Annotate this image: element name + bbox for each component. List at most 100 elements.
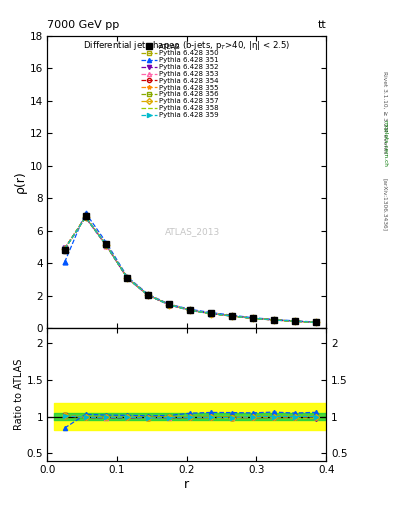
- Pythia 6.428 355: [188, 307, 193, 313]
- Text: tt: tt: [318, 20, 326, 30]
- Pythia 6.428 359: [104, 242, 109, 248]
- Pythia 6.428 351: [292, 318, 297, 324]
- Pythia 6.428 357: [251, 315, 255, 322]
- Pythia 6.428 353: [251, 315, 255, 322]
- Pythia 6.428 354: [209, 310, 213, 316]
- Pythia 6.428 355: [104, 242, 109, 248]
- Pythia 6.428 355: [272, 317, 276, 323]
- Pythia 6.428 353: [104, 243, 109, 249]
- Pythia 6.428 357: [104, 242, 109, 248]
- Pythia 6.428 356: [272, 317, 276, 323]
- Pythia 6.428 351: [62, 259, 67, 265]
- Pythia 6.428 351: [125, 274, 130, 280]
- Pythia 6.428 350: [167, 302, 172, 308]
- Pythia 6.428 359: [167, 302, 172, 308]
- Pythia 6.428 357: [230, 313, 234, 319]
- Pythia 6.428 353: [272, 317, 276, 323]
- Pythia 6.428 351: [188, 306, 193, 312]
- Line: Pythia 6.428 351: Pythia 6.428 351: [62, 210, 318, 325]
- Pythia 6.428 354: [313, 319, 318, 326]
- Pythia 6.428 352: [125, 275, 130, 282]
- Pythia 6.428 354: [167, 302, 172, 308]
- Text: [arXiv:1306.3436]: [arXiv:1306.3436]: [382, 178, 387, 231]
- Pythia 6.428 350: [292, 318, 297, 324]
- Pythia 6.428 358: [313, 319, 318, 326]
- Pythia 6.428 356: [83, 214, 88, 220]
- Pythia 6.428 357: [167, 302, 172, 308]
- Pythia 6.428 354: [272, 317, 276, 323]
- Line: Pythia 6.428 356: Pythia 6.428 356: [62, 215, 318, 325]
- Pythia 6.428 352: [83, 215, 88, 221]
- Pythia 6.428 354: [83, 214, 88, 220]
- Pythia 6.428 352: [251, 315, 255, 322]
- Pythia 6.428 356: [230, 313, 234, 319]
- Pythia 6.428 358: [188, 307, 193, 313]
- Pythia 6.428 359: [62, 246, 67, 252]
- Pythia 6.428 351: [313, 319, 318, 325]
- Pythia 6.428 352: [230, 313, 234, 319]
- Pythia 6.428 359: [83, 214, 88, 220]
- Pythia 6.428 356: [188, 307, 193, 313]
- Pythia 6.428 357: [313, 319, 318, 326]
- Pythia 6.428 354: [230, 313, 234, 319]
- X-axis label: r: r: [184, 478, 189, 490]
- Text: ATLAS_2013: ATLAS_2013: [165, 227, 220, 236]
- Line: Pythia 6.428 350: Pythia 6.428 350: [62, 215, 318, 325]
- Pythia 6.428 354: [251, 315, 255, 322]
- Pythia 6.428 353: [146, 292, 151, 298]
- Pythia 6.428 359: [146, 292, 151, 298]
- Pythia 6.428 357: [292, 318, 297, 324]
- Pythia 6.428 350: [272, 317, 276, 323]
- Pythia 6.428 358: [292, 318, 297, 325]
- Pythia 6.428 352: [313, 319, 318, 326]
- Pythia 6.428 353: [125, 275, 130, 281]
- Text: Differential jet shapeρ (b-jets, p$_T$>40, |η| < 2.5): Differential jet shapeρ (b-jets, p$_T$>4…: [83, 39, 290, 52]
- Pythia 6.428 353: [167, 302, 172, 308]
- Pythia 6.428 359: [272, 317, 276, 323]
- Pythia 6.428 358: [83, 214, 88, 220]
- Pythia 6.428 350: [62, 246, 67, 252]
- Pythia 6.428 358: [167, 302, 172, 308]
- Pythia 6.428 351: [209, 310, 213, 316]
- Pythia 6.428 357: [188, 307, 193, 313]
- Pythia 6.428 356: [251, 315, 255, 322]
- Pythia 6.428 350: [104, 242, 109, 248]
- Pythia 6.428 359: [188, 307, 193, 313]
- Line: Pythia 6.428 358: Pythia 6.428 358: [64, 217, 316, 323]
- Pythia 6.428 351: [104, 240, 109, 246]
- Pythia 6.428 350: [251, 315, 255, 322]
- Pythia 6.428 356: [209, 310, 213, 316]
- Pythia 6.428 352: [104, 243, 109, 249]
- Pythia 6.428 355: [209, 310, 213, 316]
- Pythia 6.428 355: [292, 318, 297, 324]
- Pythia 6.428 351: [230, 312, 234, 318]
- Pythia 6.428 350: [230, 313, 234, 319]
- Pythia 6.428 353: [62, 246, 67, 252]
- Pythia 6.428 357: [146, 292, 151, 298]
- Pythia 6.428 350: [188, 307, 193, 313]
- Pythia 6.428 350: [125, 275, 130, 281]
- Pythia 6.428 354: [125, 275, 130, 281]
- Pythia 6.428 359: [251, 315, 255, 322]
- Pythia 6.428 359: [209, 310, 213, 316]
- Pythia 6.428 356: [167, 302, 172, 308]
- Pythia 6.428 353: [209, 310, 213, 316]
- Pythia 6.428 357: [272, 317, 276, 323]
- Pythia 6.428 353: [230, 313, 234, 319]
- Pythia 6.428 356: [313, 319, 318, 326]
- Pythia 6.428 359: [292, 318, 297, 324]
- Pythia 6.428 359: [125, 275, 130, 281]
- Pythia 6.428 350: [209, 310, 213, 316]
- Line: Pythia 6.428 352: Pythia 6.428 352: [62, 215, 318, 325]
- Text: mcplots.cern.ch: mcplots.cern.ch: [382, 120, 387, 167]
- Pythia 6.428 355: [230, 313, 234, 319]
- Pythia 6.428 351: [272, 316, 276, 323]
- Pythia 6.428 353: [292, 318, 297, 324]
- Pythia 6.428 358: [125, 275, 130, 281]
- Pythia 6.428 358: [251, 315, 255, 322]
- Pythia 6.428 354: [62, 246, 67, 252]
- Pythia 6.428 353: [313, 319, 318, 326]
- Pythia 6.428 355: [251, 315, 255, 322]
- Pythia 6.428 352: [146, 292, 151, 298]
- Pythia 6.428 351: [251, 315, 255, 321]
